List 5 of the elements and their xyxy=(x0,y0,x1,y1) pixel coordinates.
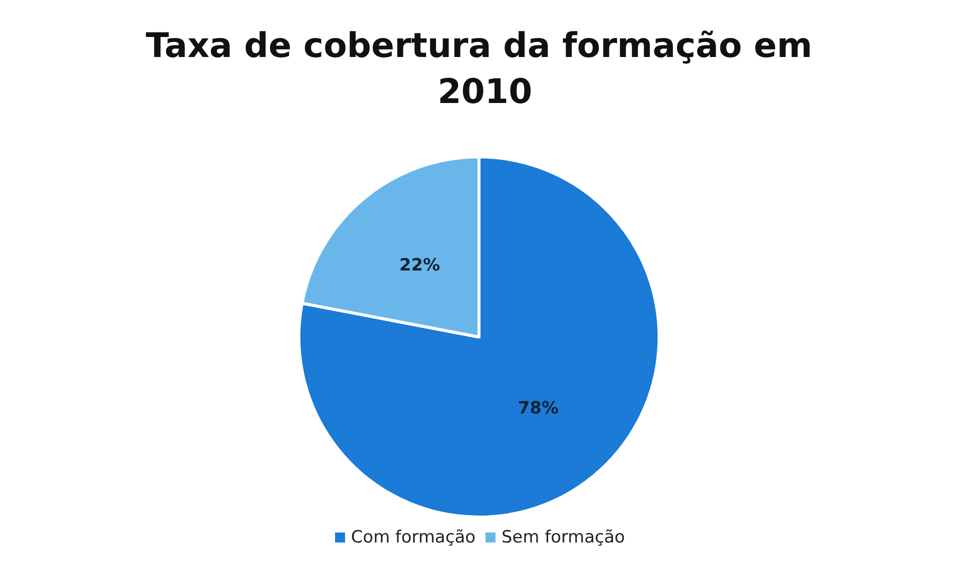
chart-title: Taxa de cobertura da formação em 2010 xyxy=(146,26,812,112)
legend-label: Com formação xyxy=(351,528,476,548)
legend-label: Sem formação xyxy=(502,528,625,548)
data-label: 78% xyxy=(518,398,559,419)
data-label: 22% xyxy=(399,255,440,276)
